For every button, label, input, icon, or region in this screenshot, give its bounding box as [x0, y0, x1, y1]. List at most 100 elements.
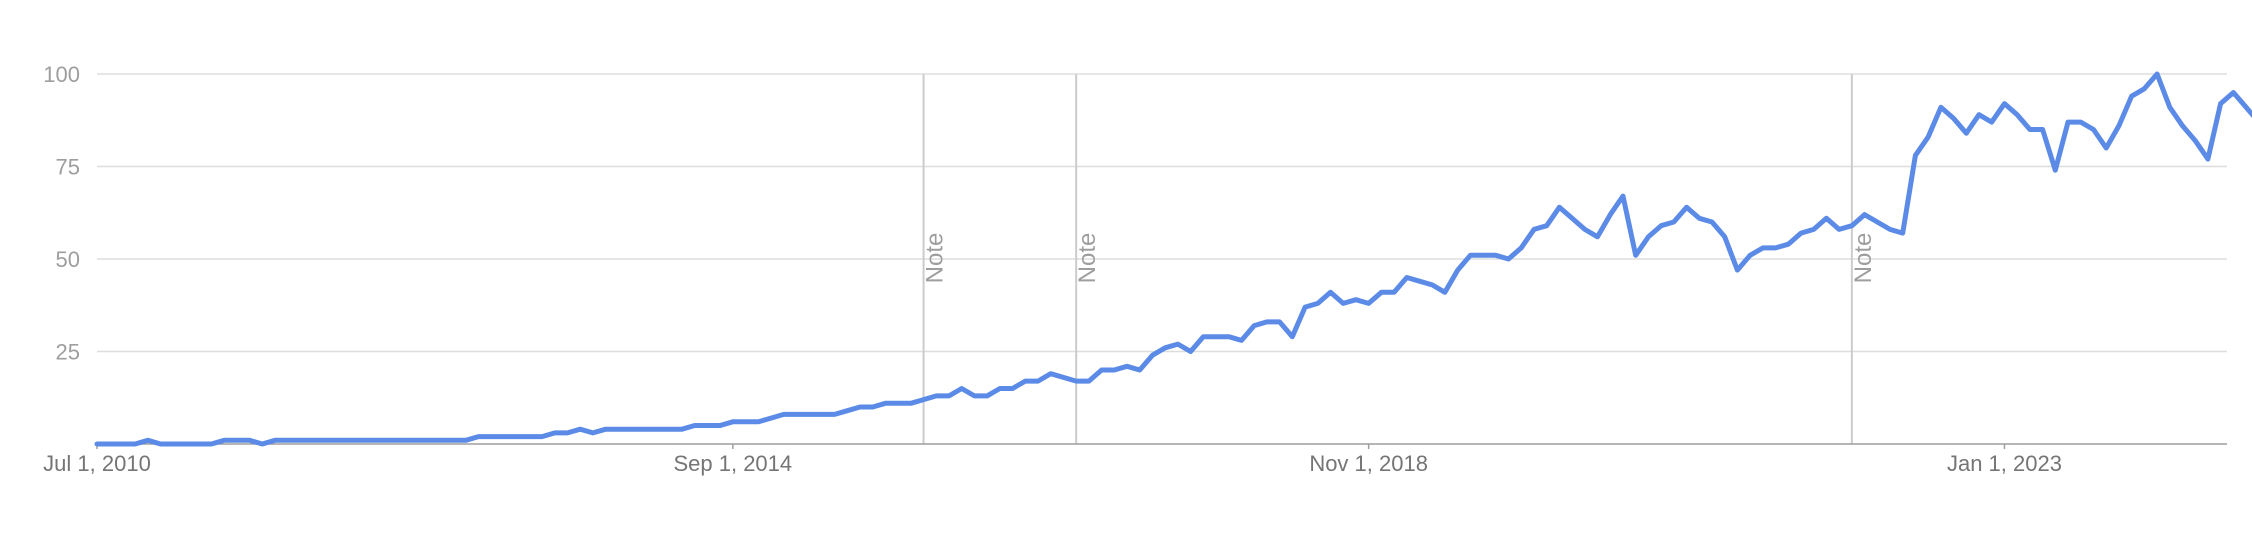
data-point[interactable]	[476, 434, 482, 440]
data-point[interactable]	[971, 393, 977, 399]
data-point[interactable]	[908, 400, 914, 406]
data-point[interactable]	[1900, 230, 1906, 236]
data-point[interactable]	[641, 426, 647, 432]
data-point[interactable]	[158, 441, 164, 447]
data-point[interactable]	[247, 437, 253, 443]
data-point[interactable]	[298, 437, 304, 443]
data-point[interactable]	[781, 411, 787, 417]
data-point[interactable]	[1607, 212, 1613, 218]
data-point[interactable]	[1175, 341, 1181, 347]
data-point[interactable]	[552, 430, 558, 436]
data-point[interactable]	[437, 437, 443, 443]
data-point[interactable]	[1366, 300, 1372, 306]
data-point[interactable]	[819, 411, 825, 417]
data-point[interactable]	[1111, 367, 1117, 373]
data-point[interactable]	[1874, 219, 1880, 225]
data-point[interactable]	[1569, 215, 1575, 221]
data-point[interactable]	[2167, 104, 2173, 110]
data-point[interactable]	[603, 426, 609, 432]
data-point[interactable]	[1544, 223, 1550, 229]
data-point[interactable]	[221, 437, 227, 443]
data-point[interactable]	[2180, 123, 2186, 129]
data-point[interactable]	[1022, 378, 1028, 384]
data-point[interactable]	[1938, 104, 1944, 110]
data-point[interactable]	[2129, 93, 2135, 99]
data-point[interactable]	[1429, 282, 1435, 288]
data-point[interactable]	[526, 434, 532, 440]
data-point[interactable]	[94, 441, 100, 447]
data-point[interactable]	[336, 437, 342, 443]
data-point[interactable]	[285, 437, 291, 443]
note-label[interactable]: Note	[922, 233, 949, 284]
data-point[interactable]	[2103, 145, 2109, 151]
data-point[interactable]	[755, 419, 761, 425]
data-point[interactable]	[2230, 90, 2236, 96]
data-point[interactable]	[450, 437, 456, 443]
data-point[interactable]	[1035, 378, 1041, 384]
data-point[interactable]	[1455, 267, 1461, 273]
data-point[interactable]	[1811, 226, 1817, 232]
data-point[interactable]	[704, 423, 710, 429]
data-point[interactable]	[870, 404, 876, 410]
data-point[interactable]	[119, 441, 125, 447]
data-point[interactable]	[514, 434, 520, 440]
data-point[interactable]	[959, 386, 965, 392]
data-point[interactable]	[1226, 334, 1232, 340]
data-point[interactable]	[259, 441, 265, 447]
data-point[interactable]	[183, 441, 189, 447]
data-point[interactable]	[399, 437, 405, 443]
data-point[interactable]	[1264, 319, 1270, 325]
data-point[interactable]	[1086, 378, 1092, 384]
data-point[interactable]	[1442, 289, 1448, 295]
data-point[interactable]	[1684, 204, 1690, 210]
data-point[interactable]	[615, 426, 621, 432]
data-point[interactable]	[1518, 245, 1524, 251]
data-point[interactable]	[1213, 334, 1219, 340]
data-point[interactable]	[2052, 167, 2058, 173]
data-point[interactable]	[1823, 215, 1829, 221]
data-point[interactable]	[1048, 371, 1054, 377]
data-point[interactable]	[412, 437, 418, 443]
data-point[interactable]	[145, 437, 151, 443]
data-point[interactable]	[107, 441, 113, 447]
data-point[interactable]	[679, 426, 685, 432]
data-point[interactable]	[132, 441, 138, 447]
data-point[interactable]	[1760, 245, 1766, 251]
data-point[interactable]	[590, 430, 596, 436]
data-point[interactable]	[2014, 112, 2020, 118]
data-point[interactable]	[2116, 123, 2122, 129]
data-point[interactable]	[1315, 300, 1321, 306]
data-point[interactable]	[844, 408, 850, 414]
data-point[interactable]	[539, 434, 545, 440]
data-point[interactable]	[1658, 223, 1664, 229]
data-point[interactable]	[2154, 71, 2160, 77]
data-point[interactable]	[1302, 304, 1308, 310]
data-point[interactable]	[692, 423, 698, 429]
data-point[interactable]	[628, 426, 634, 432]
data-point[interactable]	[984, 393, 990, 399]
data-point[interactable]	[1785, 241, 1791, 247]
data-point[interactable]	[310, 437, 316, 443]
data-point[interactable]	[1722, 234, 1728, 240]
data-point[interactable]	[323, 437, 329, 443]
data-point[interactable]	[1289, 334, 1295, 340]
data-point[interactable]	[1328, 289, 1334, 295]
data-point[interactable]	[1340, 300, 1346, 306]
data-point[interactable]	[1417, 278, 1423, 284]
data-point[interactable]	[196, 441, 202, 447]
data-point[interactable]	[501, 434, 507, 440]
data-point[interactable]	[1925, 134, 1931, 140]
data-point[interactable]	[2002, 101, 2008, 107]
data-point[interactable]	[1137, 367, 1143, 373]
data-point[interactable]	[1582, 226, 1588, 232]
data-point[interactable]	[463, 437, 469, 443]
data-point[interactable]	[1467, 252, 1473, 258]
data-point[interactable]	[1849, 223, 1855, 229]
data-point[interactable]	[717, 423, 723, 429]
data-point[interactable]	[1773, 245, 1779, 251]
data-point[interactable]	[170, 441, 176, 447]
data-point[interactable]	[208, 441, 214, 447]
data-point[interactable]	[1696, 215, 1702, 221]
data-point[interactable]	[387, 437, 393, 443]
note-label[interactable]: Note	[1850, 233, 1877, 284]
